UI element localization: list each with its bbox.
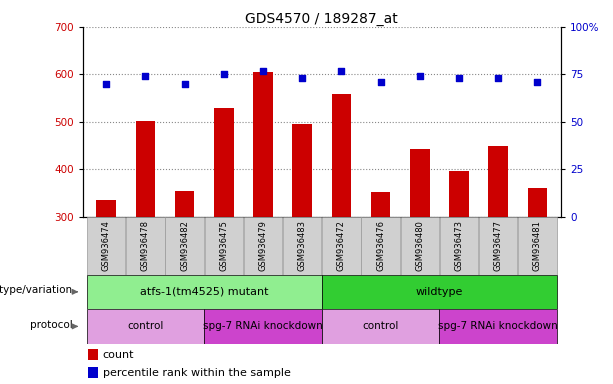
Text: GSM936482: GSM936482 bbox=[180, 220, 189, 271]
Bar bbox=[86, 275, 322, 309]
Text: wildtype: wildtype bbox=[416, 287, 463, 297]
Bar bbox=[126, 217, 165, 275]
Bar bbox=[440, 309, 557, 344]
Bar bbox=[283, 217, 321, 275]
Bar bbox=[204, 309, 322, 344]
Text: GSM936483: GSM936483 bbox=[298, 220, 306, 271]
Point bbox=[415, 73, 425, 79]
Bar bbox=[322, 309, 440, 344]
Bar bbox=[362, 217, 400, 275]
Bar bbox=[440, 217, 478, 275]
Bar bbox=[86, 309, 204, 344]
Point bbox=[337, 68, 346, 74]
Bar bbox=[253, 72, 273, 217]
Bar bbox=[528, 189, 547, 217]
Text: GSM936473: GSM936473 bbox=[454, 220, 463, 271]
Text: control: control bbox=[128, 321, 164, 331]
Bar bbox=[205, 217, 243, 275]
Text: GSM936474: GSM936474 bbox=[102, 220, 111, 271]
Bar bbox=[479, 217, 517, 275]
Point bbox=[454, 75, 464, 81]
Bar bbox=[96, 200, 116, 217]
Bar bbox=[322, 217, 360, 275]
Text: GSM936477: GSM936477 bbox=[493, 220, 503, 271]
Point bbox=[219, 71, 229, 78]
Bar bbox=[166, 217, 204, 275]
Text: percentile rank within the sample: percentile rank within the sample bbox=[103, 368, 291, 378]
Text: GSM936475: GSM936475 bbox=[219, 220, 229, 271]
Bar bbox=[87, 217, 126, 275]
Text: GSM936479: GSM936479 bbox=[259, 220, 267, 271]
Point bbox=[493, 75, 503, 81]
Bar bbox=[244, 217, 282, 275]
Point bbox=[533, 79, 543, 85]
Text: spg-7 RNAi knockdown: spg-7 RNAi knockdown bbox=[438, 321, 558, 331]
Bar bbox=[88, 367, 98, 378]
Bar bbox=[175, 191, 194, 217]
Bar bbox=[214, 108, 234, 217]
Title: GDS4570 / 189287_at: GDS4570 / 189287_at bbox=[245, 12, 398, 26]
Text: GSM936478: GSM936478 bbox=[141, 220, 150, 271]
Point bbox=[101, 81, 111, 87]
Text: spg-7 RNAi knockdown: spg-7 RNAi knockdown bbox=[203, 321, 323, 331]
Text: count: count bbox=[103, 350, 134, 360]
Text: genotype/variation: genotype/variation bbox=[0, 285, 73, 295]
Bar bbox=[322, 275, 557, 309]
Text: protocol: protocol bbox=[30, 319, 73, 330]
Bar bbox=[332, 94, 351, 217]
Bar bbox=[489, 146, 508, 217]
Text: GSM936476: GSM936476 bbox=[376, 220, 385, 271]
Point bbox=[180, 81, 189, 87]
Text: control: control bbox=[362, 321, 399, 331]
Bar bbox=[371, 192, 390, 217]
Bar bbox=[401, 217, 439, 275]
Point bbox=[376, 79, 386, 85]
Bar bbox=[292, 124, 312, 217]
Point bbox=[258, 68, 268, 74]
Text: atfs-1(tm4525) mutant: atfs-1(tm4525) mutant bbox=[140, 287, 268, 297]
Bar bbox=[518, 217, 557, 275]
Point bbox=[140, 73, 150, 79]
Point bbox=[297, 75, 307, 81]
Text: GSM936481: GSM936481 bbox=[533, 220, 542, 271]
Bar bbox=[135, 121, 155, 217]
Text: GSM936472: GSM936472 bbox=[337, 220, 346, 271]
Bar bbox=[88, 349, 98, 360]
Text: GSM936480: GSM936480 bbox=[415, 220, 424, 271]
Bar bbox=[410, 149, 430, 217]
Bar bbox=[449, 171, 469, 217]
